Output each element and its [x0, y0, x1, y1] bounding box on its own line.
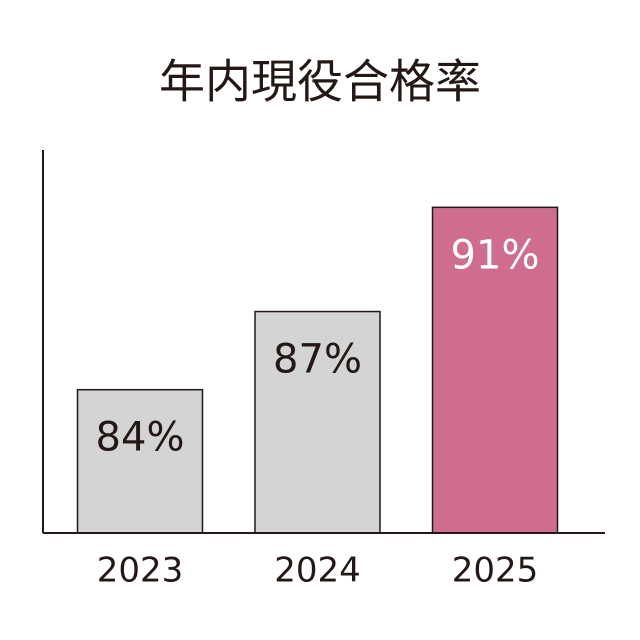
- value-label: 91%: [451, 232, 540, 278]
- bar: [254, 310, 381, 534]
- value-label: 84%: [96, 415, 185, 461]
- x-tick-label: 2024: [274, 551, 361, 591]
- value-label: 87%: [273, 337, 362, 383]
- chart-title: 年内現役合格率: [159, 55, 481, 109]
- x-tick-label: 2023: [97, 551, 184, 591]
- bar: [431, 206, 559, 534]
- x-tick-label: 2025: [452, 551, 539, 591]
- bar: [76, 388, 204, 534]
